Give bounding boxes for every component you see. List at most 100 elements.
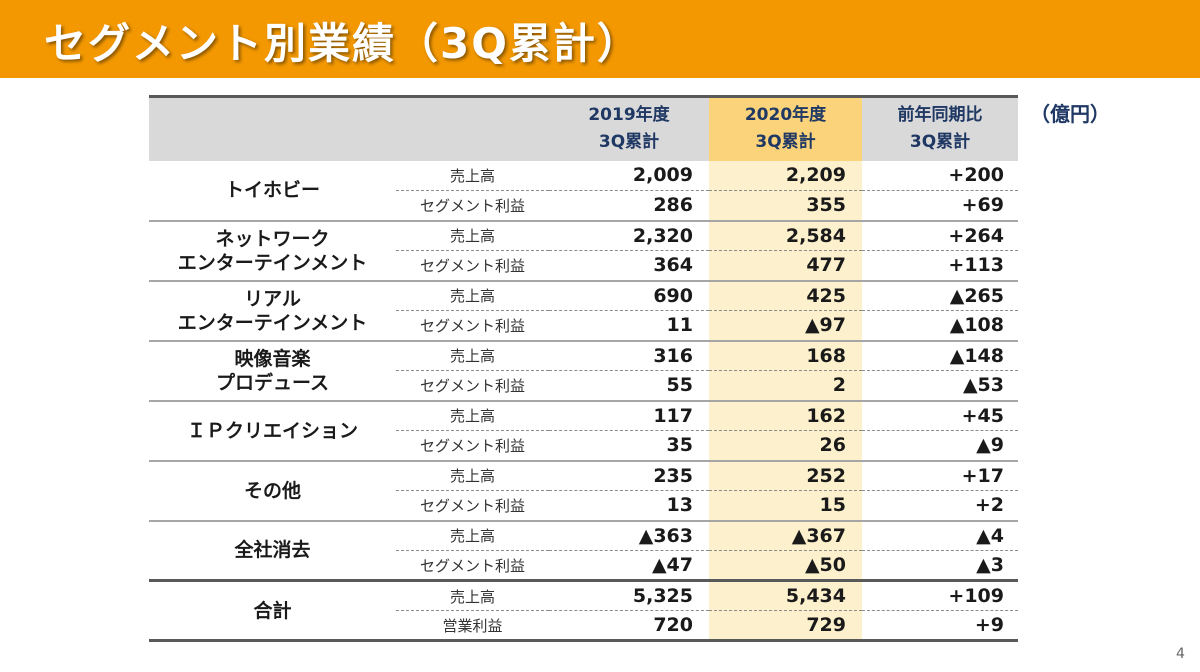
table-row: セグメント利益 13 15 +2 — [149, 490, 1018, 522]
header-diff-line2: 3Q累計 — [909, 132, 971, 153]
value-diff: +69 — [862, 190, 1018, 222]
value-2020: ▲367 — [709, 520, 862, 551]
page-number: 4 — [1176, 646, 1185, 662]
segment-group: その他 売上高 235 252 +17 セグメント利益 13 15 +2 — [149, 460, 1018, 522]
table-row: 営業利益 720 729 +9 — [149, 610, 1018, 642]
value-2020: 355 — [709, 190, 862, 222]
table-header-row: 2019年度 3Q累計 2020年度 3Q累計 前年同期比 3Q累計 — [149, 95, 1018, 161]
segment-group: 映像音楽 プロデュース 売上高 316 168 ▲148 セグメント利益 55 2 ▲53 — [149, 340, 1018, 402]
segment-results-table: 2019年度 3Q累計 2020年度 3Q累計 前年同期比 3Q累計 トイホビー… — [149, 95, 1018, 642]
row-item-label: セグメント利益 — [396, 490, 549, 522]
header-item — [396, 95, 549, 161]
table-row: セグメント利益 35 26 ▲9 — [149, 430, 1018, 462]
header-2019-line1: 2019年度 — [588, 105, 670, 126]
segment-name: トイホビー — [149, 160, 396, 222]
value-2019: 5,325 — [549, 579, 709, 611]
value-diff: +200 — [862, 160, 1018, 191]
value-2020: 425 — [709, 280, 862, 311]
segment-name-line: エンターテインメント — [177, 311, 368, 334]
header-diff: 前年同期比 3Q累計 — [862, 95, 1018, 161]
row-item-label: セグメント利益 — [396, 310, 549, 342]
segment-group: リアル エンターテインメント 売上高 690 425 ▲265 セグメント利益 11 ▲97 ▲1… — [149, 280, 1018, 342]
row-item-label: 売上高 — [396, 340, 549, 371]
value-diff: +109 — [862, 579, 1018, 611]
segment-group: 合計 売上高 5,325 5,434 +109 営業利益 720 729 +9 — [149, 579, 1018, 642]
table-row: セグメント利益 ▲47 ▲50 ▲3 — [149, 550, 1018, 582]
value-2020: 729 — [709, 610, 862, 642]
segment-name-line: 全社消去 — [234, 539, 311, 562]
value-2019: ▲363 — [549, 520, 709, 551]
value-2020: 162 — [709, 400, 862, 431]
row-item-label: 売上高 — [396, 579, 549, 611]
value-2019: 11 — [549, 310, 709, 342]
segment-name: ＩＰクリエイション — [149, 400, 396, 462]
segment-name-line: その他 — [243, 479, 301, 502]
value-2019: 316 — [549, 340, 709, 371]
value-diff: +45 — [862, 400, 1018, 431]
header-diff-line1: 前年同期比 — [897, 105, 983, 126]
value-2019: 55 — [549, 370, 709, 402]
value-2020: 5,434 — [709, 579, 862, 611]
value-2019: 2,009 — [549, 160, 709, 191]
value-2019: 364 — [549, 250, 709, 282]
segment-group: ＩＰクリエイション 売上高 117 162 +45 セグメント利益 35 26 ▲9 — [149, 400, 1018, 462]
row-item-label: セグメント利益 — [396, 250, 549, 282]
segment-name-line: 映像音楽 — [234, 347, 311, 370]
segment-name: ネットワーク エンターテインメント — [149, 220, 396, 282]
value-diff: +17 — [862, 460, 1018, 491]
row-item-label: 売上高 — [396, 400, 549, 431]
value-2019: ▲47 — [549, 550, 709, 582]
value-2019: 117 — [549, 400, 709, 431]
value-diff: +264 — [862, 220, 1018, 251]
segment-name-line: リアル — [244, 287, 301, 310]
value-diff: ▲3 — [862, 550, 1018, 582]
value-2020: 2,584 — [709, 220, 862, 251]
table-row: 合計 売上高 5,325 5,434 +109 — [149, 579, 1018, 642]
table-row: セグメント利益 286 355 +69 — [149, 190, 1018, 222]
table-row: 全社消去 売上高 ▲363 ▲367 ▲4 — [149, 520, 1018, 582]
value-diff: ▲4 — [862, 520, 1018, 551]
row-item-label: 売上高 — [396, 520, 549, 551]
segment-group: トイホビー 売上高 2,009 2,209 +200 セグメント利益 286 355 +69 — [149, 160, 1018, 222]
value-2019: 286 — [549, 190, 709, 222]
value-diff: ▲148 — [862, 340, 1018, 371]
segment-name-line: トイホビー — [224, 179, 320, 201]
segment-name-line: ネットワーク — [215, 227, 330, 250]
value-diff: ▲265 — [862, 280, 1018, 311]
table-row: ＩＰクリエイション 売上高 117 162 +45 — [149, 400, 1018, 462]
row-item-label: 売上高 — [396, 280, 549, 311]
segment-name: その他 — [149, 460, 396, 522]
value-2019: 690 — [549, 280, 709, 311]
row-item-label: セグメント利益 — [396, 190, 549, 222]
row-item-label: 売上高 — [396, 220, 549, 251]
segment-group: ネットワーク エンターテインメント 売上高 2,320 2,584 +264 セグメント利益… — [149, 220, 1018, 282]
row-item-label: セグメント利益 — [396, 550, 549, 582]
header-2019-line2: 3Q累計 — [598, 132, 660, 153]
value-2020: ▲50 — [709, 550, 862, 582]
value-2019: 235 — [549, 460, 709, 491]
page-title: セグメント別業績（3Q累計） — [44, 19, 641, 68]
segment-name-line: 合計 — [253, 599, 292, 622]
value-2020: 252 — [709, 460, 862, 491]
segment-name-line: プロデュース — [215, 371, 330, 394]
row-item-label: 営業利益 — [396, 610, 549, 642]
value-diff: +113 — [862, 250, 1018, 282]
row-item-label: セグメント利益 — [396, 370, 549, 402]
title-bar: セグメント別業績（3Q累計） — [0, 0, 1200, 78]
segment-name-line: エンターテインメント — [177, 251, 368, 274]
segment-name: 合計 — [149, 579, 396, 642]
value-2019: 35 — [549, 430, 709, 462]
segment-name: 映像音楽 プロデュース — [149, 340, 396, 402]
value-2020: 26 — [709, 430, 862, 462]
segment-name: 全社消去 — [149, 520, 396, 582]
table-row: セグメント利益 11 ▲97 ▲108 — [149, 310, 1018, 342]
value-2019: 720 — [549, 610, 709, 642]
value-diff: +2 — [862, 490, 1018, 522]
table-row: セグメント利益 55 2 ▲53 — [149, 370, 1018, 402]
value-2020: 15 — [709, 490, 862, 522]
table-row: ネットワーク エンターテインメント 売上高 2,320 2,584 +264 — [149, 220, 1018, 282]
segment-group: 全社消去 売上高 ▲363 ▲367 ▲4 セグメント利益 ▲47 ▲50 ▲3 — [149, 520, 1018, 582]
value-diff: ▲9 — [862, 430, 1018, 462]
header-2020-line2: 3Q累計 — [755, 132, 816, 153]
segment-name-line: ＩＰクリエイション — [186, 419, 358, 442]
